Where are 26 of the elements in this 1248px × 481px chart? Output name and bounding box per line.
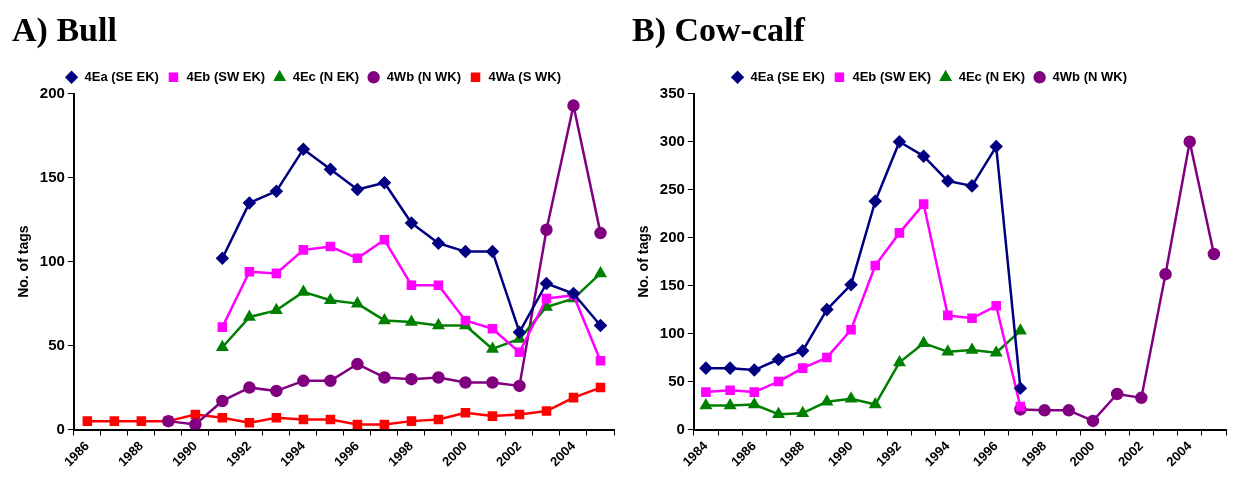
y-tick-label: 0 [676,419,685,437]
legend-label: 4Wb (N WK) [386,68,462,84]
legend-label: 4Ec (N EK) [958,68,1026,84]
y-axis-title: No. of tags [635,225,652,298]
y-tick-label: 50 [48,335,65,353]
legend-label: 4Ea (SE EK) [750,68,825,84]
chart-title: A) Bull [12,11,117,50]
y-axis-title: No. of tags [15,225,32,298]
y-tick-label: 150 [659,275,685,293]
y-tick-label: 100 [659,323,685,341]
legend-label: 4Wa (S WK) [488,68,561,84]
y-tick-label: 300 [659,131,685,149]
legend-label: 4Eb (SW EK) [186,68,266,84]
y-tick-label: 200 [659,227,685,245]
legend-label: 4Ec (N EK) [292,68,360,84]
chart-title: B) Cow-calf [632,11,806,50]
y-tick-label: 200 [39,83,65,101]
legend-label: 4Eb (SW EK) [852,68,932,84]
y-tick-label: 150 [39,167,65,185]
y-tick-label: 350 [659,83,685,101]
legend-label: 4Wb (N WK) [1052,68,1127,84]
y-tick-label: 100 [39,251,65,269]
legend-label: 4Ea (SE EK) [84,68,159,84]
y-tick-label: 250 [659,179,685,197]
y-tick-label: 0 [56,419,65,437]
y-tick-label: 50 [668,371,685,389]
